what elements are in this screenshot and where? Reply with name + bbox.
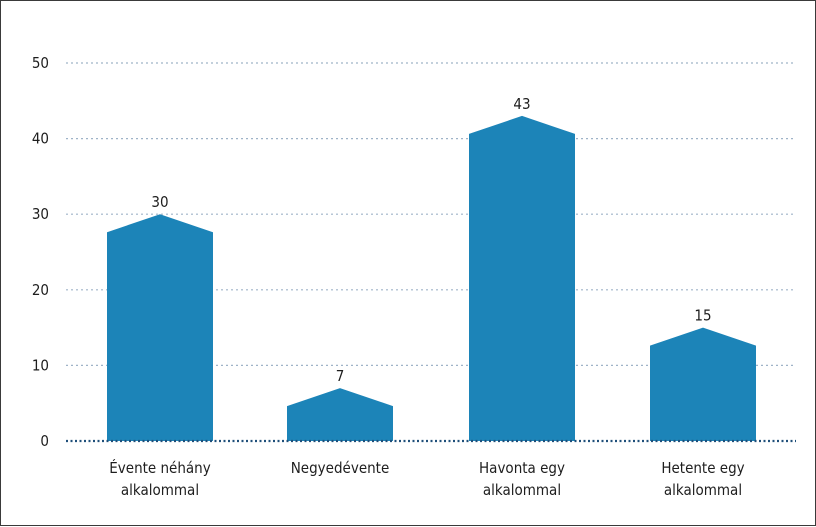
y-tick-label-20: 20 [32,281,49,299]
value-label-2: 7 [336,367,345,385]
y-tick-label-50: 50 [32,54,49,72]
bar-2 [287,388,393,441]
value-label-4: 15 [694,307,711,325]
y-tick-label-40: 40 [32,130,49,148]
bar-4 [650,327,756,441]
bar-1 [107,214,213,441]
y-tick-label-30: 30 [32,205,49,223]
category-label-1-line-2: alkalommal [121,481,199,499]
value-label-3: 43 [513,95,530,113]
category-label-2-line-1: Negyedévente [291,459,390,477]
y-tick-label-10: 10 [32,356,49,374]
category-label-1-line-1: Évente néhány [109,458,210,477]
category-label-4-line-2: alkalommal [664,481,742,499]
category-label-4-line-1: Hetente egy [661,459,744,477]
value-label-1: 30 [151,193,168,211]
category-label-3-line-2: alkalommal [483,481,561,499]
y-tick-label-0: 0 [40,432,49,450]
category-label-3-line-1: Havonta egy [479,459,565,477]
bar-3 [469,115,575,442]
